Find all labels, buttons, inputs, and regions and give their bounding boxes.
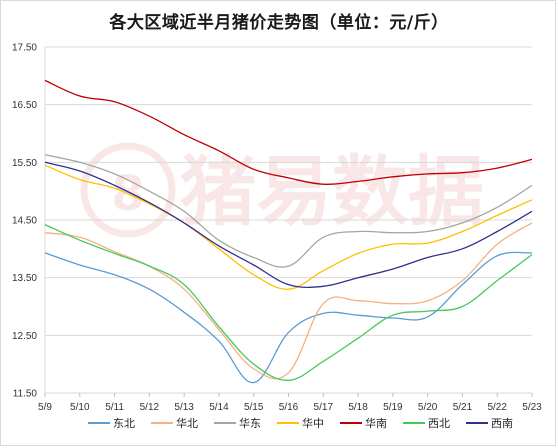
x-tick-label: 5/18 <box>348 402 368 413</box>
series-line-7 <box>44 161 533 289</box>
y-tick-label: 15.50 <box>12 158 37 169</box>
chart-title: 各大区域近半月猪价走势图（单位：元/斤） <box>109 13 449 33</box>
series-line-1 <box>44 251 533 384</box>
legend-label: 华中 <box>302 416 324 430</box>
y-tick-label: 13.50 <box>12 273 37 284</box>
y-tick-label: 11.50 <box>13 389 38 400</box>
x-tick-label: 5/20 <box>418 402 438 413</box>
x-tick-label: 5/16 <box>279 402 299 413</box>
x-tick-label: 5/13 <box>174 402 194 413</box>
y-axis-ticks: 11.50 12.50 13.50 14.50 15.50 16.50 17.50 <box>12 43 37 400</box>
legend-label: 东北 <box>113 417 135 430</box>
x-tick-label: 5/9 <box>38 402 52 413</box>
x-tick-label: 5/23 <box>522 402 542 413</box>
svg-text:猪易数据: 猪易数据 <box>180 147 484 236</box>
series-line-5 <box>44 79 533 185</box>
x-tick-label: 5/12 <box>140 402 160 413</box>
legend: 东北 华北 华东 华中 华南 西北 西南 <box>88 416 513 430</box>
y-tick-label: 16.50 <box>12 100 37 111</box>
watermark-logo: 8 猪易数据 <box>80 142 484 238</box>
series-line-2 <box>44 222 533 380</box>
y-tick-label: 14.50 <box>12 216 37 227</box>
x-tick-label: 5/14 <box>209 402 229 413</box>
y-tick-label: 12.50 <box>12 331 37 342</box>
gridlines <box>44 46 532 394</box>
x-tick-label: 5/15 <box>244 402 264 413</box>
legend-label: 华南 <box>365 416 387 430</box>
x-tick-label: 5/21 <box>453 402 473 413</box>
legend-label: 西南 <box>491 417 513 430</box>
y-tick-label: 17.50 <box>12 43 37 54</box>
series-line-4 <box>44 164 533 290</box>
x-tick-label: 5/22 <box>487 402 507 413</box>
x-axis-ticks: 5/9 5/10 5/11 5/12 5/13 5/14 5/15 5/16 5/17 5/18 5… <box>38 393 542 413</box>
legend-label: 华北 <box>176 416 198 430</box>
legend-label: 华东 <box>239 416 261 430</box>
series-line-3 <box>44 154 533 268</box>
x-tick-label: 5/11 <box>105 402 124 413</box>
x-tick-label: 5/19 <box>383 402 403 413</box>
series-line-6 <box>44 224 533 381</box>
x-tick-label: 5/10 <box>70 402 90 413</box>
x-tick-label: 5/17 <box>314 402 334 413</box>
series-lines <box>44 79 533 384</box>
legend-label: 西北 <box>428 417 450 430</box>
